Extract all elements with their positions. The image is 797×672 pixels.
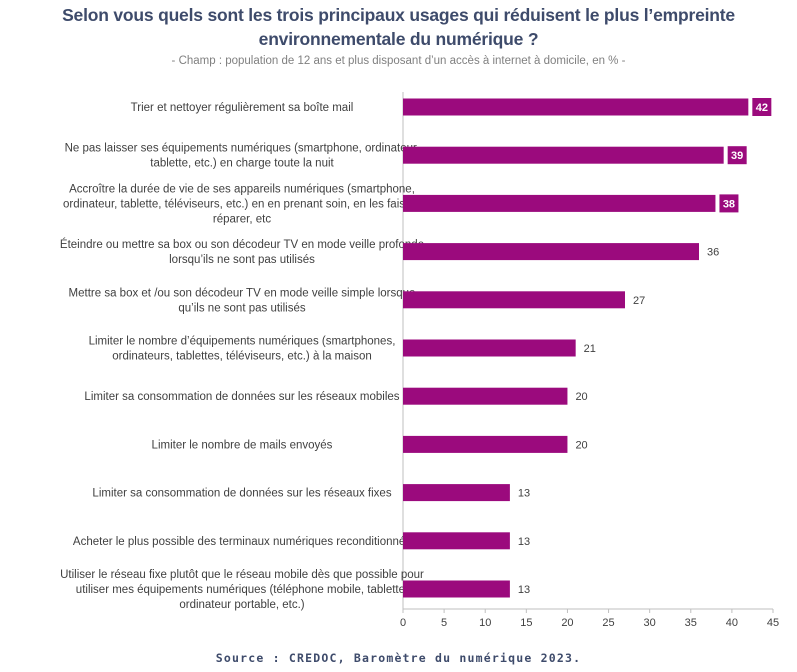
x-tick-label: 25 bbox=[602, 617, 614, 629]
x-tick-label: 0 bbox=[400, 617, 406, 629]
category-label: Limiter sa consommation de données sur l… bbox=[92, 488, 391, 500]
category-label: Éteindre ou mettre sa box ou son décodeu… bbox=[60, 238, 424, 251]
x-tick-label: 15 bbox=[520, 617, 532, 629]
value-label: 36 bbox=[707, 247, 719, 259]
category-label: réparer, etc bbox=[213, 213, 271, 225]
chart-title: Selon vous quels sont les trois principa… bbox=[62, 5, 735, 49]
category-label: Ne pas laisser ses équipements numérique… bbox=[65, 143, 420, 155]
bar bbox=[403, 243, 699, 261]
bar bbox=[403, 580, 510, 598]
value-label: 13 bbox=[518, 584, 530, 596]
value-label-bg bbox=[719, 194, 739, 213]
value-label-bg bbox=[727, 146, 747, 165]
category-label: tablette, etc.) en charge toute la nuit bbox=[150, 158, 334, 170]
bar bbox=[403, 339, 576, 357]
category-label: lorsqu’ils ne sont pas utilisés bbox=[169, 254, 315, 266]
category-label: Limiter sa consommation de données sur l… bbox=[84, 391, 399, 403]
category-label: ordinateur portable, etc.) bbox=[179, 599, 304, 611]
x-tick-label: 45 bbox=[767, 617, 779, 629]
bar bbox=[403, 484, 510, 502]
bar bbox=[403, 146, 724, 164]
category-label: ordinateurs, tablettes, téléviseurs, etc… bbox=[112, 351, 372, 363]
category-label: ordinateur, tablette, téléviseurs, etc.)… bbox=[63, 198, 422, 210]
bar-chart: Trier et nettoyer régulièrement sa boîte… bbox=[60, 92, 779, 629]
value-label-bg bbox=[752, 98, 772, 116]
bar bbox=[403, 291, 625, 309]
category-label: qu’ils ne sont pas utilisés bbox=[178, 302, 305, 314]
chart-source: Source : CREDOC, Baromètre du numérique … bbox=[215, 651, 582, 665]
x-tick-label: 20 bbox=[561, 617, 573, 629]
value-label: 27 bbox=[633, 295, 645, 307]
value-label: 39 bbox=[731, 150, 743, 162]
category-label: Trier et nettoyer régulièrement sa boîte… bbox=[131, 102, 354, 114]
category-label: Utiliser le réseau fixe plutôt que le ré… bbox=[60, 569, 424, 581]
value-label: 38 bbox=[723, 198, 735, 210]
x-tick-label: 10 bbox=[479, 617, 491, 629]
category-label: Mettre sa box et /ou son décodeur TV en … bbox=[69, 287, 416, 299]
x-tick-label: 40 bbox=[726, 617, 738, 629]
category-label: utiliser mes équipements numériques (tél… bbox=[76, 584, 408, 596]
bar bbox=[403, 387, 568, 405]
value-label: 13 bbox=[518, 488, 530, 500]
value-label: 20 bbox=[575, 439, 587, 451]
x-tick-label: 30 bbox=[644, 617, 656, 629]
value-label: 21 bbox=[584, 343, 596, 355]
bar bbox=[403, 435, 568, 453]
value-label: 20 bbox=[575, 391, 587, 403]
bar bbox=[403, 98, 749, 116]
value-label: 13 bbox=[518, 536, 530, 548]
value-label: 42 bbox=[756, 102, 768, 114]
chart-subtitle: - Champ : population de 12 ans et plus d… bbox=[171, 55, 626, 67]
bar bbox=[403, 532, 510, 550]
x-tick-label: 5 bbox=[441, 617, 447, 629]
category-label: Limiter le nombre d’équipements numériqu… bbox=[89, 336, 396, 348]
category-label: Acheter le plus possible des terminaux n… bbox=[73, 536, 411, 548]
category-label: Accroître la durée de vie de ses apparei… bbox=[69, 183, 415, 195]
bar bbox=[403, 194, 716, 212]
x-tick-label: 35 bbox=[685, 617, 697, 629]
category-label: Limiter le nombre de mails envoyés bbox=[152, 439, 333, 451]
